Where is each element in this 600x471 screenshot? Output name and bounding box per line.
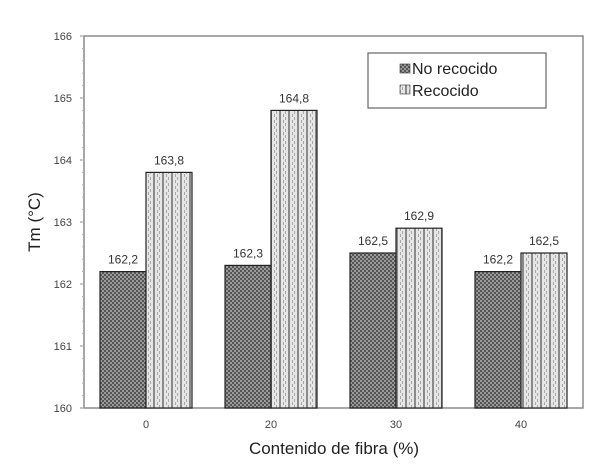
y-axis-title: Tm (°C) [25, 192, 44, 252]
x-axis-tick-labels: 0 20 30 40 [143, 419, 527, 431]
legend-swatch-no-recocido [399, 63, 411, 74]
bar-no-recocido [224, 264, 272, 409]
y-tick-label: 160 [54, 403, 72, 415]
bar-value-label: 162,2 [108, 253, 138, 267]
x-tick-label: 40 [515, 419, 527, 431]
legend-label-recocido: Recocido [412, 83, 479, 100]
legend: No recocido Recocido [367, 52, 547, 109]
bar-recocido [520, 252, 568, 409]
bar-recocido [145, 171, 193, 409]
bar-value-label: 162,2 [483, 253, 513, 267]
bar-value-label: 164,8 [279, 91, 309, 105]
bar-no-recocido [99, 271, 147, 409]
y-tick-label: 165 [54, 93, 72, 105]
legend-label-no-recocido: No recocido [412, 61, 497, 78]
x-axis-title: Contenido de fibra (%) [249, 439, 419, 458]
bar-recocido [270, 109, 318, 409]
bar-value-label: 162,9 [404, 209, 434, 223]
bar-no-recocido [474, 271, 522, 409]
y-axis-ticks: 160 161 162 163 164 165 166 [54, 31, 84, 415]
y-tick-label: 164 [54, 155, 72, 167]
y-tick-label: 166 [54, 31, 72, 43]
bar-value-label: 163,8 [154, 153, 184, 167]
bars: 162,2 163,8 162,3 164,8 162,5 162,9 162,2 162,5 [99, 91, 568, 409]
y-tick-label: 163 [54, 217, 72, 229]
y-tick-label: 161 [54, 341, 72, 353]
bar-recocido [395, 227, 443, 409]
legend-swatch-recocido [399, 84, 411, 95]
bar-value-label: 162,5 [529, 234, 559, 248]
y-tick-label: 162 [54, 279, 72, 291]
bar-value-label: 162,5 [358, 234, 388, 248]
x-tick-label: 0 [143, 419, 149, 431]
x-tick-label: 20 [265, 419, 277, 431]
bar-value-label: 162,3 [233, 246, 263, 260]
x-tick-label: 30 [390, 419, 402, 431]
bar-no-recocido [349, 252, 397, 409]
